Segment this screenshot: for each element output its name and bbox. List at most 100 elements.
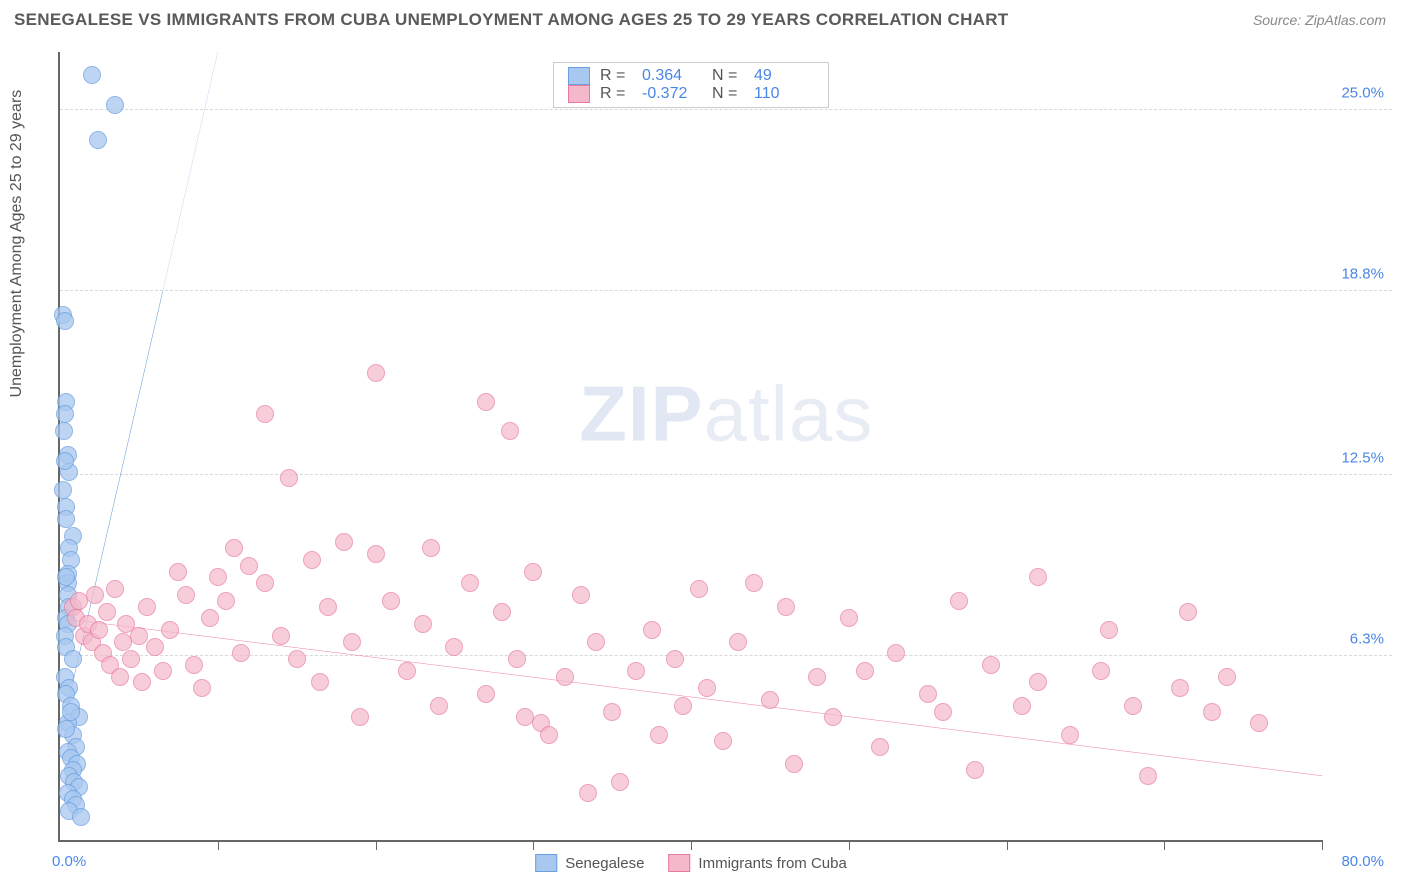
data-point <box>745 574 763 592</box>
data-point <box>72 808 90 826</box>
n-value-cuba: 110 <box>754 85 814 103</box>
data-point <box>540 726 558 744</box>
data-point <box>303 551 321 569</box>
y-tick-label: 12.5% <box>1341 450 1384 467</box>
data-point <box>501 422 519 440</box>
data-point <box>508 650 526 668</box>
data-point <box>57 510 75 528</box>
data-point <box>856 662 874 680</box>
data-point <box>808 668 826 686</box>
data-point <box>824 708 842 726</box>
data-point <box>643 621 661 639</box>
data-point <box>62 703 80 721</box>
data-point <box>1139 767 1157 785</box>
chart-container: Unemployment Among Ages 25 to 29 years Z… <box>14 40 1392 878</box>
data-point <box>161 621 179 639</box>
data-point <box>611 773 629 791</box>
r-value-cuba: -0.372 <box>642 85 702 103</box>
data-point <box>666 650 684 668</box>
legend-row-cuba: R =-0.372 N =110 <box>568 85 814 103</box>
data-point <box>225 539 243 557</box>
data-point <box>201 609 219 627</box>
data-point <box>1100 621 1118 639</box>
n-value-senegalese: 49 <box>754 67 814 85</box>
series-name-senegalese: Senegalese <box>565 855 644 872</box>
data-point <box>627 662 645 680</box>
data-point <box>785 755 803 773</box>
data-point <box>89 131 107 149</box>
data-point <box>840 609 858 627</box>
data-point <box>761 691 779 709</box>
data-point <box>98 603 116 621</box>
data-point <box>343 633 361 651</box>
data-point <box>83 66 101 84</box>
y-tick-label: 6.3% <box>1350 631 1384 648</box>
legend-row-senegalese: R =0.364 N =49 <box>568 67 814 85</box>
data-point <box>1250 714 1268 732</box>
x-tick <box>1164 840 1165 850</box>
data-point <box>209 568 227 586</box>
data-point <box>887 644 905 662</box>
data-point <box>106 580 124 598</box>
data-point <box>477 685 495 703</box>
data-point <box>185 656 203 674</box>
data-point <box>55 422 73 440</box>
data-point <box>556 668 574 686</box>
x-min-label: 0.0% <box>52 853 86 870</box>
data-point <box>351 708 369 726</box>
data-point <box>1179 603 1197 621</box>
data-point <box>1203 703 1221 721</box>
data-point <box>777 598 795 616</box>
data-point <box>56 405 74 423</box>
data-point <box>603 703 621 721</box>
data-point <box>445 638 463 656</box>
data-point <box>572 586 590 604</box>
data-point <box>698 679 716 697</box>
data-point <box>1061 726 1079 744</box>
swatch-cuba <box>568 85 590 103</box>
data-point <box>982 656 1000 674</box>
data-point <box>56 312 74 330</box>
x-tick <box>533 840 534 850</box>
x-tick <box>849 840 850 850</box>
data-point <box>950 592 968 610</box>
data-point <box>232 644 250 662</box>
data-point <box>240 557 258 575</box>
y-axis-label: Unemployment Among Ages 25 to 29 years <box>8 90 26 398</box>
data-point <box>217 592 235 610</box>
r-value-senegalese: 0.364 <box>642 67 702 85</box>
data-point <box>729 633 747 651</box>
data-point <box>133 673 151 691</box>
correlation-legend: R =0.364 N =49 R =-0.372 N =110 <box>553 62 829 108</box>
data-point <box>367 545 385 563</box>
data-point <box>154 662 172 680</box>
swatch-icon <box>535 854 557 872</box>
data-point <box>54 481 72 499</box>
data-point <box>493 603 511 621</box>
gridline <box>60 290 1392 291</box>
data-point <box>256 574 274 592</box>
data-point <box>579 784 597 802</box>
chart-title: SENEGALESE VS IMMIGRANTS FROM CUBA UNEMP… <box>14 10 1009 30</box>
data-point <box>64 650 82 668</box>
watermark: ZIPatlas <box>579 369 873 460</box>
data-point <box>169 563 187 581</box>
data-point <box>86 586 104 604</box>
data-point <box>90 621 108 639</box>
data-point <box>871 738 889 756</box>
data-point <box>461 574 479 592</box>
data-point <box>138 598 156 616</box>
data-point <box>256 405 274 423</box>
data-point <box>414 615 432 633</box>
data-point <box>1124 697 1142 715</box>
x-max-label: 80.0% <box>1341 853 1384 870</box>
data-point <box>1029 673 1047 691</box>
data-point <box>1029 568 1047 586</box>
swatch-icon <box>668 854 690 872</box>
data-point <box>280 469 298 487</box>
data-point <box>367 364 385 382</box>
data-point <box>524 563 542 581</box>
data-point <box>690 580 708 598</box>
data-point <box>398 662 416 680</box>
data-point <box>311 673 329 691</box>
